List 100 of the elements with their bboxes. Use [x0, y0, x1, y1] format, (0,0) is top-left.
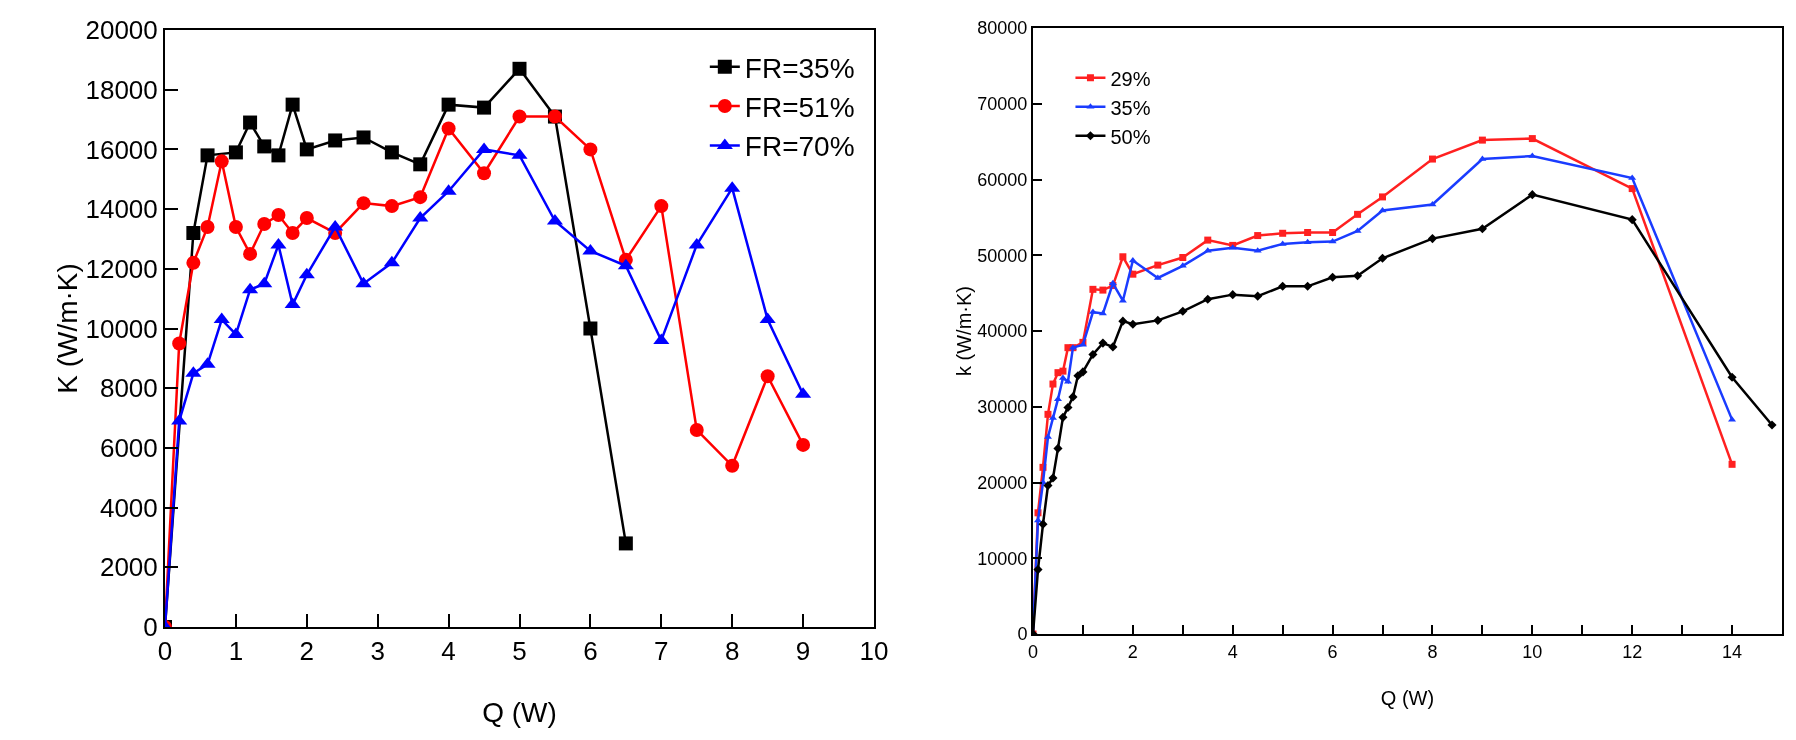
y-tick-label: 16000 [85, 134, 158, 165]
legend-label: 35% [1110, 96, 1151, 119]
point [1727, 372, 1737, 382]
point [270, 237, 287, 249]
point [384, 145, 399, 160]
x-tick-label: 8 [1427, 641, 1438, 662]
point [1118, 316, 1128, 326]
legend-label: 50% [1110, 125, 1151, 148]
point [1627, 215, 1637, 225]
legend-label: FR=51% [744, 91, 855, 123]
point [1048, 473, 1058, 483]
point [1044, 410, 1052, 418]
point [1328, 272, 1338, 282]
x-tick-label: 6 [583, 636, 598, 667]
y-axis-title: k (W/m·K) [953, 286, 976, 376]
point [1058, 412, 1068, 422]
point [796, 437, 811, 452]
legend-label: 29% [1110, 67, 1151, 90]
point [243, 246, 258, 261]
point [1153, 315, 1163, 325]
y-tick-label: 14000 [85, 194, 158, 225]
point [1253, 291, 1263, 301]
point [1099, 286, 1107, 294]
point [1528, 135, 1536, 143]
point [689, 422, 704, 437]
point [1063, 402, 1073, 413]
x-tick-label: 1 [228, 636, 244, 667]
point [617, 258, 634, 270]
x-tick-label: 10 [859, 636, 889, 667]
point [583, 142, 598, 157]
point [172, 336, 187, 351]
x-tick-label: 8 [724, 636, 740, 667]
y-tick-label: 0 [143, 612, 158, 643]
point [299, 211, 314, 226]
point [583, 321, 598, 336]
point [1228, 290, 1238, 300]
point [355, 276, 372, 288]
point [654, 199, 669, 214]
y-tick-label: 10000 [85, 313, 158, 344]
point [1073, 371, 1083, 381]
point [413, 190, 428, 205]
x-tick-label: 2 [299, 636, 315, 667]
point [760, 369, 775, 384]
point [242, 282, 259, 294]
point [271, 208, 286, 223]
y-tick-label: 60000 [977, 169, 1028, 190]
x-axis-title: Q (W) [1380, 687, 1435, 709]
point [1053, 443, 1063, 453]
point [1033, 565, 1043, 575]
point [328, 133, 343, 148]
point [1179, 254, 1187, 262]
point [413, 157, 428, 172]
point [1427, 234, 1438, 244]
point [228, 145, 243, 160]
y-tick-label: 10000 [977, 548, 1028, 569]
point [200, 220, 215, 234]
point [477, 166, 492, 181]
point [1049, 380, 1057, 388]
x-tick-label: 6 [1327, 641, 1338, 662]
point [1154, 261, 1162, 269]
point [200, 148, 215, 163]
point [256, 276, 273, 288]
point [1098, 338, 1108, 348]
point [759, 312, 776, 324]
y-axis-title: K (W/m·K) [52, 263, 84, 394]
point [356, 196, 371, 211]
point [1278, 281, 1288, 291]
point [1108, 342, 1118, 352]
point [1303, 281, 1313, 291]
legend-label: FR=35% [744, 52, 855, 84]
point [1527, 190, 1537, 200]
point [512, 61, 527, 76]
y-tick-label: 8000 [99, 373, 158, 404]
point [1178, 306, 1188, 316]
x-tick-label: 10 [1522, 641, 1543, 662]
y-tick-label: 6000 [99, 433, 158, 463]
point [1428, 155, 1436, 163]
point [257, 217, 272, 232]
x-tick-label: 14 [1722, 641, 1743, 662]
point [298, 267, 315, 279]
y-tick-label: 12000 [85, 253, 158, 284]
x-tick-label: 3 [370, 636, 385, 667]
point [1033, 516, 1043, 523]
point [383, 255, 400, 267]
point [214, 154, 229, 169]
point [512, 109, 527, 124]
point [1068, 392, 1078, 402]
y-tick-label: 80000 [977, 18, 1028, 39]
y-tick-label: 20000 [977, 472, 1028, 493]
point [725, 458, 740, 473]
point [1304, 229, 1312, 237]
point [285, 225, 300, 240]
point [243, 115, 258, 130]
point [1128, 319, 1138, 329]
x-tick-label: 4 [441, 636, 456, 667]
x-axis-title: Q (W) [482, 697, 557, 728]
x-tick-label: 2 [1127, 641, 1138, 662]
point [299, 142, 314, 157]
point [1353, 271, 1363, 281]
point [257, 139, 272, 154]
